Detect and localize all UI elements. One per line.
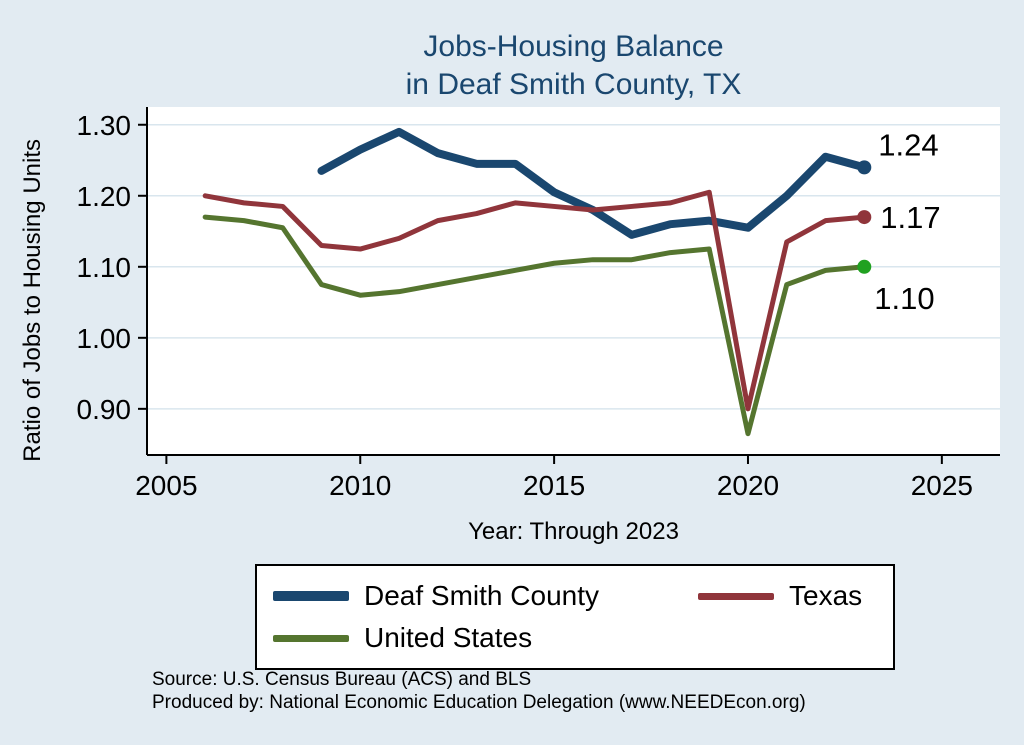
y-tick-label: 0.90	[77, 394, 132, 425]
y-tick-label: 1.00	[77, 323, 132, 354]
chart-svg: 0.90 1.00 1.10 1.20 1.30 2005 2010 2015 2020 2025…	[77, 107, 1000, 501]
y-tick-label: 1.20	[77, 181, 132, 212]
legend-swatch-texas	[698, 592, 774, 600]
series-end-marker	[857, 160, 872, 175]
x-tick-label: 2005	[135, 470, 197, 501]
produced-by-line: Produced by: National Economic Education…	[152, 692, 806, 713]
y-tick-label: 1.10	[77, 252, 132, 283]
legend-item-united-states: United States	[273, 622, 698, 654]
series-end-label: 1.10	[874, 281, 934, 316]
x-tick-label: 2015	[523, 470, 585, 501]
legend-item-texas: Texas	[698, 580, 883, 612]
chart-title-line1: Jobs-Housing Balance	[423, 30, 724, 63]
source-line: Source: U.S. Census Bureau (ACS) and BLS	[152, 669, 532, 690]
legend-label: Deaf Smith County	[364, 580, 599, 611]
series-end-label: 1.24	[878, 127, 938, 162]
x-tick-label: 2020	[717, 470, 779, 501]
y-tick-label: 1.30	[77, 110, 132, 141]
legend-swatch-deaf-smith-county	[273, 591, 349, 601]
legend-label: Texas	[789, 580, 863, 611]
series-end-label: 1.17	[880, 200, 940, 235]
x-tick-label: 2010	[329, 470, 391, 501]
chart-title: Jobs-Housing Balance in Deaf Smith Count…	[147, 28, 1000, 104]
x-axis-title: Year: Through 2023	[468, 518, 679, 545]
series-end-marker	[857, 210, 872, 225]
legend: Deaf Smith County Texas United States	[255, 564, 895, 670]
series-end-marker	[857, 259, 872, 274]
series-line	[202, 214, 867, 437]
legend-item-deaf-smith-county: Deaf Smith County	[273, 580, 698, 612]
chart-title-line2: in Deaf Smith County, TX	[405, 68, 742, 101]
x-tick-label: 2025	[911, 470, 973, 501]
legend-swatch-united-states	[273, 634, 349, 642]
legend-label: United States	[364, 622, 533, 653]
series-line	[202, 189, 867, 412]
source-note: Source: U.S. Census Bureau (ACS) and BLS…	[152, 668, 806, 714]
plot-area	[147, 107, 1000, 455]
